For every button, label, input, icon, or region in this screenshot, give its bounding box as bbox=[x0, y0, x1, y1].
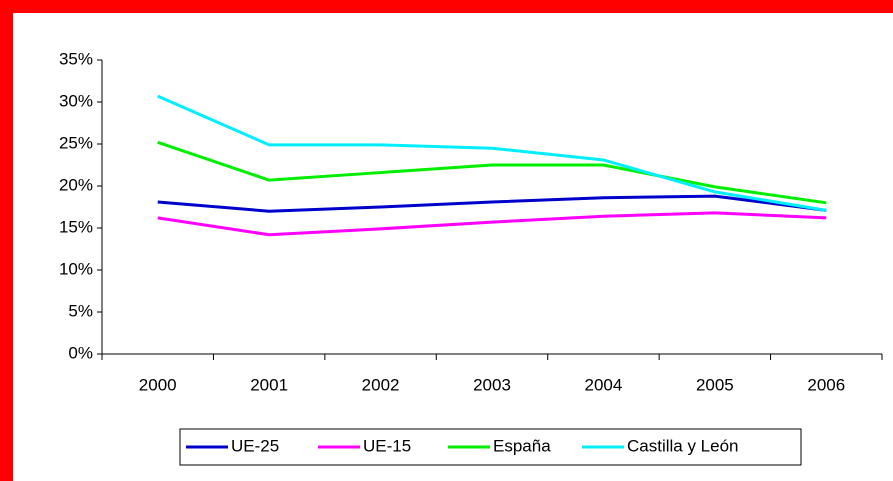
series-line bbox=[157, 140, 827, 205]
legend-box bbox=[179, 428, 802, 466]
x-tick-label: 2005 bbox=[696, 375, 734, 394]
y-tick-label: 25% bbox=[59, 133, 93, 152]
x-tick-label: 2002 bbox=[362, 375, 400, 394]
x-tick-label: 2000 bbox=[139, 375, 177, 394]
series-line bbox=[157, 94, 827, 212]
x-tick-label: 2003 bbox=[473, 375, 511, 394]
legend-label: UE-25 bbox=[231, 436, 279, 455]
x-tick-label: 2001 bbox=[250, 375, 288, 394]
legend-label: Castilla y León bbox=[627, 436, 739, 455]
y-tick-label: 20% bbox=[59, 175, 93, 194]
x-tick-label: 2004 bbox=[585, 375, 623, 394]
y-tick-label: 35% bbox=[59, 49, 93, 68]
y-tick-label: 5% bbox=[68, 301, 93, 320]
legend-label: España bbox=[493, 436, 551, 455]
legend-label: UE-15 bbox=[363, 436, 411, 455]
series-line bbox=[157, 194, 827, 213]
y-tick-label: 0% bbox=[68, 343, 93, 362]
frame-top bbox=[0, 0, 893, 13]
series-line bbox=[157, 211, 827, 237]
y-tick-label: 30% bbox=[59, 91, 93, 110]
frame-left bbox=[0, 0, 13, 481]
y-tick-label: 10% bbox=[59, 259, 93, 278]
x-tick-label: 2006 bbox=[807, 375, 845, 394]
y-tick-label: 15% bbox=[59, 217, 93, 236]
